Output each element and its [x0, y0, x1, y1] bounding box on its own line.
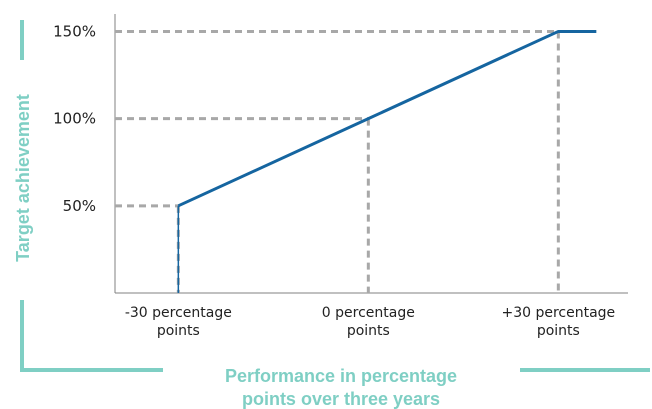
- x-tick-label: 0 percentage points: [322, 305, 415, 339]
- x-tick-label: +30 percentage points: [501, 305, 615, 339]
- series-line: [177, 29, 597, 208]
- y-axis-title: Target achievement: [13, 94, 33, 262]
- y-tick-label: 150%: [53, 22, 96, 40]
- guide-lines: [115, 29, 560, 293]
- y-tick-label: 50%: [63, 197, 96, 215]
- x-tick-label: -30 percentage points: [125, 305, 232, 339]
- y-tick-label: 100%: [53, 110, 96, 128]
- x-axis-title: Performance in percentage points over thr…: [225, 366, 457, 409]
- series-layer: [177, 29, 597, 293]
- y-tick-labels: 50% 100% 150%: [53, 22, 96, 214]
- x-tick-labels: -30 percentage points 0 percentage points +3…: [125, 305, 615, 339]
